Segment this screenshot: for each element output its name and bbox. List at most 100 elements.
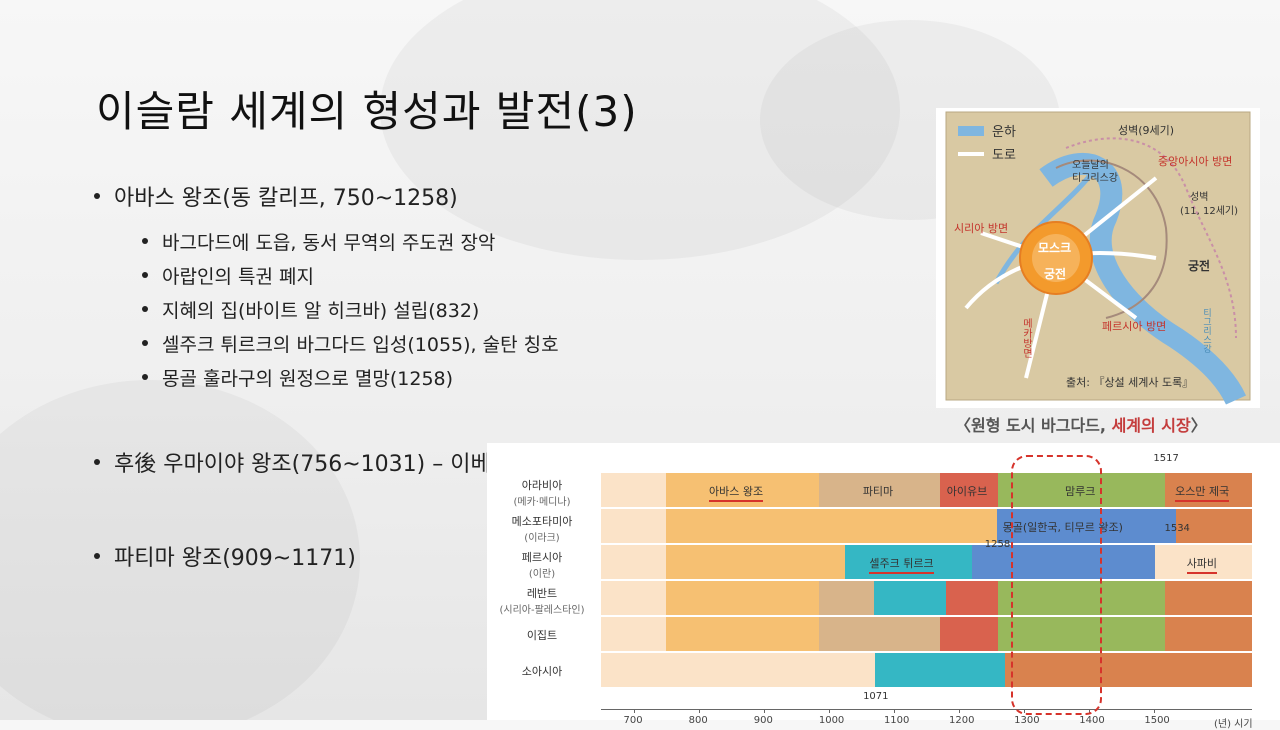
timeline-segment [972,545,1155,579]
timeline-segment [1165,581,1252,615]
row-sub: (이란) [528,569,556,580]
row-sub: (시리아-팔레스타인) [499,605,585,616]
timeline-segment [998,473,1166,507]
x-axis-line [601,709,1252,710]
bullet-dot [142,305,148,312]
bullet-text: 파티마 왕조(909~1171) [114,546,356,571]
wall-1112-label-1: 성벽 [1190,191,1208,203]
row-name: 이집트 [526,629,558,642]
legend-canal-swatch [958,126,984,136]
slide-title: 이슬람 세계의 형성과 발전(3) [96,87,638,136]
mecca-label: 메카방면 [1021,318,1033,358]
row-label: 페르시아 (이란) [487,549,597,580]
canal-shape [993,166,1098,285]
timeline-segment [875,653,1005,687]
bullet-text: 셀주크 튀르크의 바그다드 입성(1055), 술탄 칭호 [162,334,559,356]
x-tick-label: 1100 [883,715,910,726]
year-annotation: 1534 [1164,523,1190,534]
x-tick-label: 800 [688,715,708,726]
timeline-segment [666,581,820,615]
row-sub: (이라크) [524,533,560,544]
bullet-text: 바그다드에 도읍, 동서 무역의 주도권 장악 [162,232,496,254]
x-tick-mark [763,709,765,713]
legend-road-label: 도로 [992,148,1016,163]
x-tick-mark [893,709,895,713]
timeline-segment [819,617,941,651]
x-tick-label: 1200 [949,715,975,726]
row-name: 아라비아 [521,479,563,492]
wall-1112-label-2: (11, 12세기) [1180,205,1238,217]
timeline-segment [1004,653,1252,687]
timeline-segment [666,509,997,543]
sub-bullet-item: 몽골 훌라구의 원정으로 멸망(1258) [142,364,453,391]
timeline-segment [819,473,941,507]
map-svg: 운하 도로 성벽(9세기) 오늘날의 티그리스강 중앙아시아 방면 성벽 (11… [945,111,1251,405]
x-tick-label: 1000 [818,715,845,726]
row-label: 소아시아 [487,663,597,679]
row-name: 메소포타미아 [511,515,573,528]
segment-label: 맘루크 [1064,485,1096,498]
palace-right-label: 궁전 [1188,258,1210,273]
row-label: 메소포타미아 (이라크) [487,513,597,544]
x-tick-label: 700 [623,715,643,726]
timeline-segment [996,509,1177,543]
persia-label: 페르시아 방면 [1102,320,1166,333]
timeline-segment [666,545,846,579]
bullet-dot [94,553,100,559]
timeline-segment [1176,509,1252,543]
tigris-river-label: 티그리스강 [1201,308,1211,353]
year-annotation: 1258 [984,539,1011,550]
timeline-segment [601,581,667,615]
x-tick-label: 1300 [1014,715,1040,726]
bullet-item: 파티마 왕조(909~1171) [94,540,356,572]
map-source: 출처: 『상설 세계사 도록』 [1066,376,1193,389]
x-tick-label: 1500 [1144,715,1170,726]
row-name: 소아시아 [521,665,563,678]
legend-canal-label: 운하 [992,125,1016,140]
bullet-text: 아바스 왕조(동 칼리프, 750~1258) [114,186,458,211]
segment-label: 아바스 왕조 [708,483,764,502]
caption-highlight: 세계의 시장 [1111,416,1191,435]
timeline-segment [998,581,1166,615]
x-tick-mark [959,709,961,713]
timeline-segment [940,617,999,651]
tigris-today-label-1: 오늘날의 [1072,159,1109,171]
x-tick-label: 900 [753,715,773,726]
bullet-dot [142,339,148,346]
timeline-segment [998,617,1166,651]
bullet-text: 아랍인의 특권 폐지 [162,266,314,288]
segment-label: 오스만 제국 [1175,483,1230,502]
timeline-segment [601,509,667,543]
timeline-segment [819,581,875,615]
timeline-segment [946,581,999,615]
bullet-item: 아바스 왕조(동 칼리프, 750~1258) [94,180,458,212]
row-label: 이집트 [487,627,597,643]
tigris-today-label-2: 티그리스강 [1072,172,1118,184]
x-tick-mark [828,709,830,713]
round-city-inner [1032,234,1080,282]
tigris-river-shape [1039,152,1247,405]
timeline-segment [666,617,820,651]
bullet-text: 지혜의 집(바이트 알 히크바) 설립(832) [162,300,480,322]
bullet-dot [94,193,100,199]
sub-bullet-item: 셀주크 튀르크의 바그다드 입성(1055), 술탄 칭호 [142,330,559,357]
wall-9c-label: 성벽(9세기) [1118,124,1174,137]
baghdad-map: 운하 도로 성벽(9세기) 오늘날의 티그리스강 중앙아시아 방면 성벽 (11… [936,108,1260,408]
caption-suffix: 〉 [1190,416,1207,435]
row-label: 아라비아 (메카·메디나) [487,477,597,508]
bullet-dot [142,271,148,278]
row-name: 레반트 [526,587,558,600]
row-name: 페르시아 [521,551,563,564]
timeline-segment [1165,617,1252,651]
timeline-segment [601,545,667,579]
sub-bullet-item: 아랍인의 특권 폐지 [142,262,314,289]
x-tick-mark [1154,709,1156,713]
highlight-range-box [1011,455,1103,715]
x-tick-label: 1400 [1079,715,1105,726]
segment-label: 사파비 [1186,555,1218,574]
segment-label: 아이유브 [946,485,988,498]
timeline-segment [601,617,667,651]
x-tick-mark [633,709,635,713]
dynasty-timeline-chart: 아라비아 (메카·메디나) 아바스 왕조 파티마 아이유브 맘루크 오스만 제국 메소포타미아… [487,443,1280,730]
